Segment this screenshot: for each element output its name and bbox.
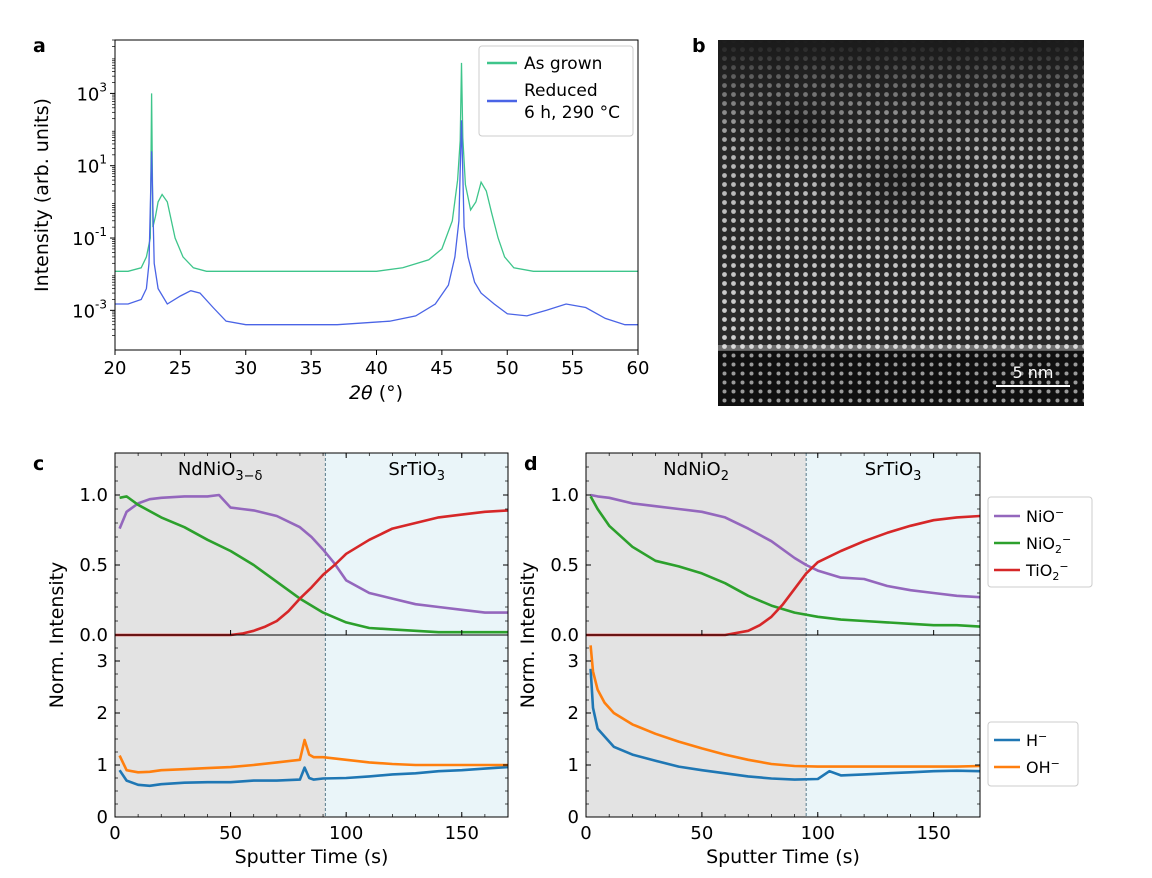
c-bottom-ytick-label: 3	[97, 651, 108, 672]
c-bottom-series-1	[118, 738, 508, 774]
legend-reduced-label-2: 6 h, 290 °C	[524, 103, 620, 123]
legend-nio2-label: NiO2−	[1026, 533, 1071, 556]
xrd-ytick-label: 101	[76, 153, 107, 178]
tofsims-plot-c: 0.0 0.5 1.0 0 1 2 3 0 50 100 150 Sputter Time (s) No…	[46, 452, 509, 868]
c-xtick-label: 0	[109, 823, 120, 844]
xrd-legend: As grown Reduced 6 h, 290 °C	[478, 45, 634, 137]
d-top-series-0	[590, 493, 981, 599]
panel-label-c: c	[33, 453, 44, 475]
d-top-ytick-label: 0.0	[550, 625, 579, 646]
c-xtick-label: 50	[219, 823, 242, 844]
legend-oh-label: OH−	[1026, 757, 1060, 777]
c-bottom-series-0	[118, 765, 509, 788]
c-xtick-label: 150	[445, 823, 479, 844]
legend-nio-label: NiO−	[1026, 506, 1064, 526]
d-film-label: NdNiO2	[663, 459, 729, 484]
xrd-xtick-label: 60	[627, 358, 650, 379]
c-top-ytick-label: 1.0	[79, 485, 108, 506]
xrd-series-reduced	[115, 120, 638, 326]
c-bottom-frame	[114, 634, 509, 818]
d-bottom-series-0	[589, 668, 981, 781]
d-top-ytick-label: 1.0	[550, 485, 579, 506]
xrd-ytick-label: 103	[76, 80, 107, 105]
c-top-ytick-label: 0.5	[79, 555, 108, 576]
xrd-ytick-label: 10-1	[72, 225, 107, 250]
xrd-xtick-label: 35	[300, 358, 323, 379]
xrd-xtick-label: 50	[496, 358, 519, 379]
xrd-xtick-label: 40	[365, 358, 388, 379]
xrd-xtick-label: 45	[430, 358, 453, 379]
xrd-xlabel: 2θ (°)	[349, 382, 403, 404]
d-substrate-label: SrTiO3	[865, 459, 922, 484]
d-xlabel: Sputter Time (s)	[706, 846, 860, 868]
d-bottom-ytick-label: 3	[568, 651, 579, 672]
c-top-ytick-label: 0.0	[79, 625, 108, 646]
d-bottom-ytick-label: 2	[568, 703, 579, 724]
c-bottom-ytick-label: 1	[97, 755, 108, 776]
panel-label-b: b	[692, 35, 706, 57]
panel-label-d: d	[524, 453, 538, 475]
d-xtick-label: 150	[916, 823, 950, 844]
c-ylabel: Norm. Intensity	[46, 562, 68, 709]
stem-image: 5 nm	[718, 40, 1084, 406]
d-top-series-1	[589, 495, 981, 628]
xrd-ylabel: Intensity (arb. units)	[31, 98, 53, 292]
xrd-ytick-label: 10-3	[72, 297, 107, 322]
scale-bar-label: 5 nm	[1013, 363, 1054, 382]
c-xtick-label: 100	[329, 823, 363, 844]
panel-label-a: a	[33, 35, 46, 57]
d-ylabel: Norm. Intensity	[517, 562, 539, 709]
c-bottom-ytick-label: 0	[97, 807, 108, 828]
legend-h-label: H−	[1026, 730, 1047, 750]
c-bottom-ytick-label: 2	[97, 703, 108, 724]
c-xlabel: Sputter Time (s)	[235, 846, 389, 868]
xrd-xtick-label: 55	[561, 358, 584, 379]
c-substrate-label: SrTiO3	[388, 459, 445, 484]
xrd-xtick-label: 20	[104, 358, 127, 379]
d-bottom-frame	[585, 634, 981, 818]
legend-tio2-label: TiO2−	[1025, 560, 1069, 583]
tofsims-plot-d: 0.0 0.5 1.0 0 1 2 3 0 50 100 150 Sputter Time (s) No…	[517, 452, 981, 868]
c-film-label: NdNiO3−δ	[178, 459, 263, 484]
d-bottom-ytick-label: 1	[568, 755, 579, 776]
d-xtick-label: 100	[801, 823, 835, 844]
legend-reduced-label: Reduced	[524, 81, 598, 101]
c-top-series-0	[118, 493, 508, 614]
d-xtick-label: 0	[580, 823, 591, 844]
d-xtick-label: 50	[690, 823, 713, 844]
legend-bottom: H− OH−	[987, 721, 1079, 787]
legend-top: NiO− NiO2− TiO2−	[987, 496, 1093, 588]
xrd-xtick-label: 30	[234, 358, 257, 379]
d-top-ytick-label: 0.5	[550, 555, 579, 576]
d-bottom-series-1	[589, 645, 981, 768]
legend-as-grown-label: As grown	[524, 54, 602, 74]
xrd-xtick-label: 25	[169, 358, 192, 379]
d-bottom-ytick-label: 0	[568, 807, 579, 828]
